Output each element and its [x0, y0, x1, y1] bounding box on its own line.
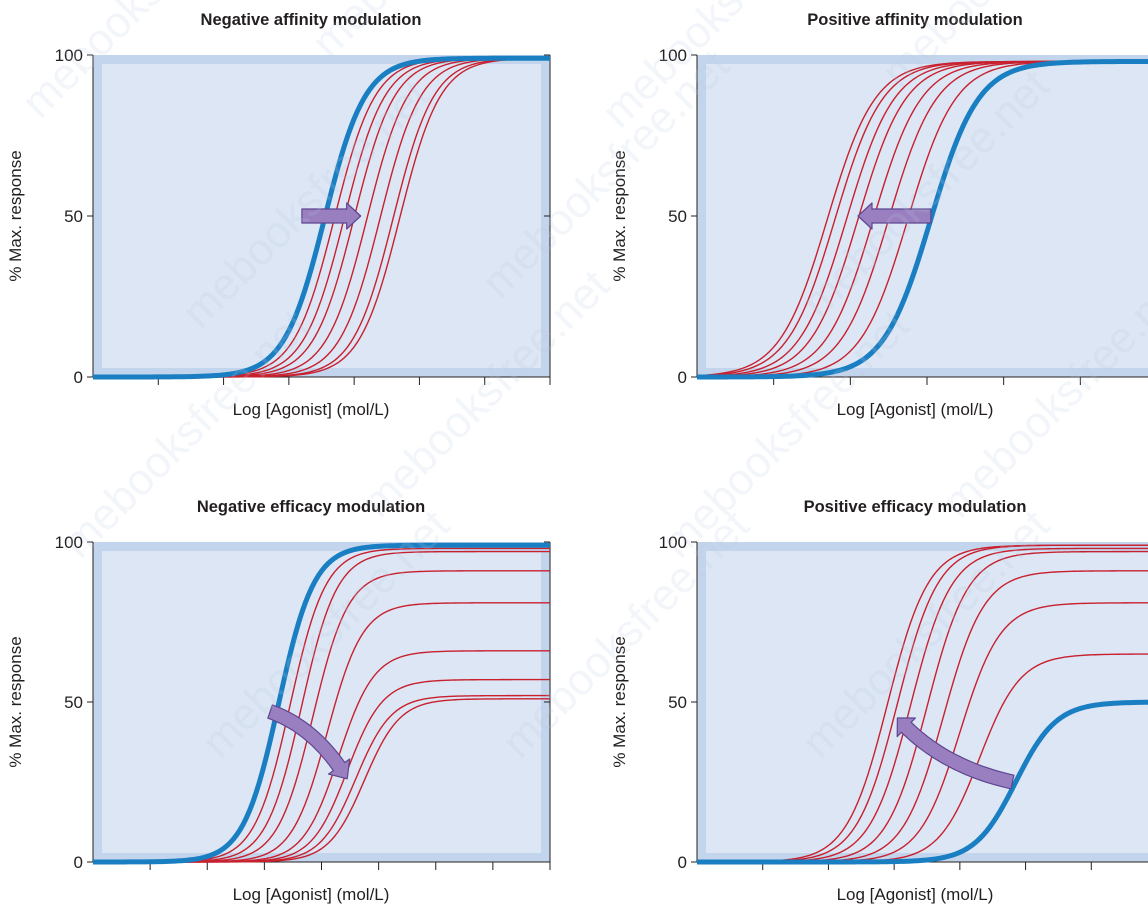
chart-title: Positive affinity modulation — [807, 11, 1022, 29]
chart-panel-4: 0 50 100 Positive efficacy modulation Log [A… — [610, 498, 1148, 904]
chart-panel-2: 0 50 100 Positive affinity modulation Log [A… — [610, 11, 1148, 419]
shift-arrow — [896, 717, 1015, 790]
shift-arrow — [857, 202, 932, 230]
y-tick-label: 0 — [678, 368, 687, 387]
y-tick-label: 0 — [678, 853, 687, 872]
x-axis-label: Log [Agonist] (mol/L) — [837, 885, 994, 904]
y-tick-label: 100 — [55, 46, 83, 65]
shift-arrow — [301, 202, 362, 230]
y-tick-label: 0 — [74, 368, 83, 387]
y-axis-label: % Max. response — [6, 150, 25, 281]
y-tick-label: 100 — [659, 46, 687, 65]
y-axis-label: % Max. response — [610, 150, 629, 281]
plot-area — [706, 551, 1148, 853]
y-tick-label: 50 — [668, 693, 687, 712]
y-tick-label: 100 — [659, 533, 687, 552]
x-axis-label: Log [Agonist] (mol/L) — [233, 400, 390, 419]
y-tick-label: 50 — [64, 693, 83, 712]
y-axis-label: % Max. response — [6, 636, 25, 767]
y-tick-label: 50 — [668, 207, 687, 226]
control-curve — [93, 542, 550, 865]
shift-arrow — [267, 704, 351, 780]
chart-title: Positive efficacy modulation — [804, 498, 1027, 516]
chart-title: Negative efficacy modulation — [197, 498, 425, 516]
chart-panel-3: 0 50 100 Negative efficacy modulation Log [A… — [6, 498, 551, 904]
curves — [697, 58, 1148, 380]
control-curve — [697, 699, 1148, 865]
x-axis-label: Log [Agonist] (mol/L) — [837, 400, 994, 419]
curves — [697, 544, 1148, 865]
y-axis-label: % Max. response — [610, 636, 629, 767]
plot-area — [102, 551, 541, 853]
chart-panel-1: 0 50 100 Negative affinity modulation Log [A… — [6, 11, 551, 419]
y-tick-label: 0 — [74, 853, 83, 872]
control-curve — [93, 55, 550, 380]
x-axis-label: Log [Agonist] (mol/L) — [233, 885, 390, 904]
y-tick-label: 100 — [55, 533, 83, 552]
curves — [93, 55, 550, 380]
chart-title: Negative affinity modulation — [201, 11, 422, 29]
y-tick-label: 50 — [64, 207, 83, 226]
control-curve — [697, 58, 1148, 380]
